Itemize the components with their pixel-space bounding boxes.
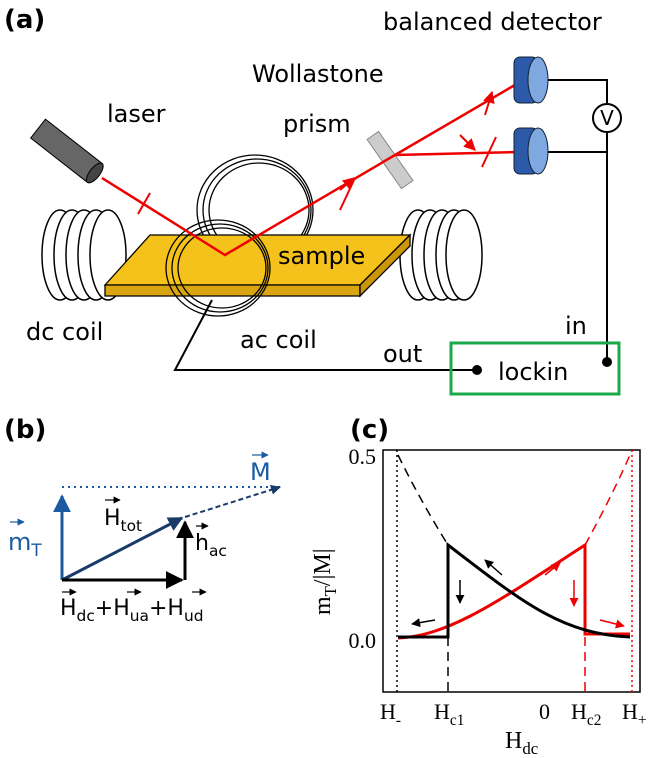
panel-label: (a) xyxy=(4,5,45,35)
label-sample: sample xyxy=(278,242,365,270)
label-out: out xyxy=(383,340,422,368)
red-curve xyxy=(398,545,630,638)
y-axis-label: mT/|M| xyxy=(310,548,340,615)
wire-node xyxy=(472,365,482,375)
x-tick-label: Hc2 xyxy=(571,699,601,729)
panel-label: (b) xyxy=(4,415,46,445)
panel-b: (b) M mT Htot hac Hdc+Hua+Hud xyxy=(4,415,280,625)
detector xyxy=(514,57,548,103)
x-tick-label: H- xyxy=(380,699,401,729)
sample-side xyxy=(105,285,360,296)
label-m: M xyxy=(250,458,271,486)
label-balanced-detector: balanced detector xyxy=(383,8,602,36)
red-dashed xyxy=(585,455,630,545)
x-tick-label: H+ xyxy=(622,699,647,729)
y-tick-label: 0.5 xyxy=(349,444,377,469)
label-ac-coil: ac coil xyxy=(240,326,317,354)
x-tick-label: Hc1 xyxy=(434,699,464,729)
sweep-arrows xyxy=(412,560,624,626)
wire-node xyxy=(602,357,612,367)
label-laser: laser xyxy=(107,100,166,128)
label-dc-coil: dc coil xyxy=(26,318,103,346)
label-h-ac: hac xyxy=(195,531,227,560)
label-prism: prism xyxy=(283,110,351,138)
y-tick-label: 0.0 xyxy=(349,628,377,653)
m-arrow xyxy=(185,487,280,517)
label-in: in xyxy=(565,312,587,340)
x-axis-label: Hdc xyxy=(505,728,538,758)
laser xyxy=(31,119,106,185)
label-m-t: mT xyxy=(8,528,42,560)
x-tick-label: 0 xyxy=(539,699,550,724)
y-tick-labels: 0.5 0.0 xyxy=(349,444,377,653)
plot-frame xyxy=(383,450,640,692)
figure: (a) balanced detector Wollastone prism l… xyxy=(0,0,659,758)
label-h-tot: Htot xyxy=(104,506,142,535)
x-tick-labels: H- Hc1 0 Hc2 H+ xyxy=(380,699,647,729)
black-dashed xyxy=(398,455,448,545)
panel-a: (a) balanced detector Wollastone prism l… xyxy=(4,5,621,394)
panel-c: (c) 0.5 0.0 H- Hc1 0 Hc2 H+ Hdc mT/|M| xyxy=(310,415,647,758)
detector xyxy=(514,128,548,174)
label-voltmeter: V xyxy=(600,106,614,130)
prism xyxy=(367,131,413,188)
dc-coil-right xyxy=(400,210,482,300)
label-h-sum: Hdc+Hua+Hud xyxy=(60,596,203,625)
panel-label: (c) xyxy=(350,415,389,445)
label-wollastone: Wollastone xyxy=(252,60,384,88)
label-lockin: lockin xyxy=(498,358,568,386)
